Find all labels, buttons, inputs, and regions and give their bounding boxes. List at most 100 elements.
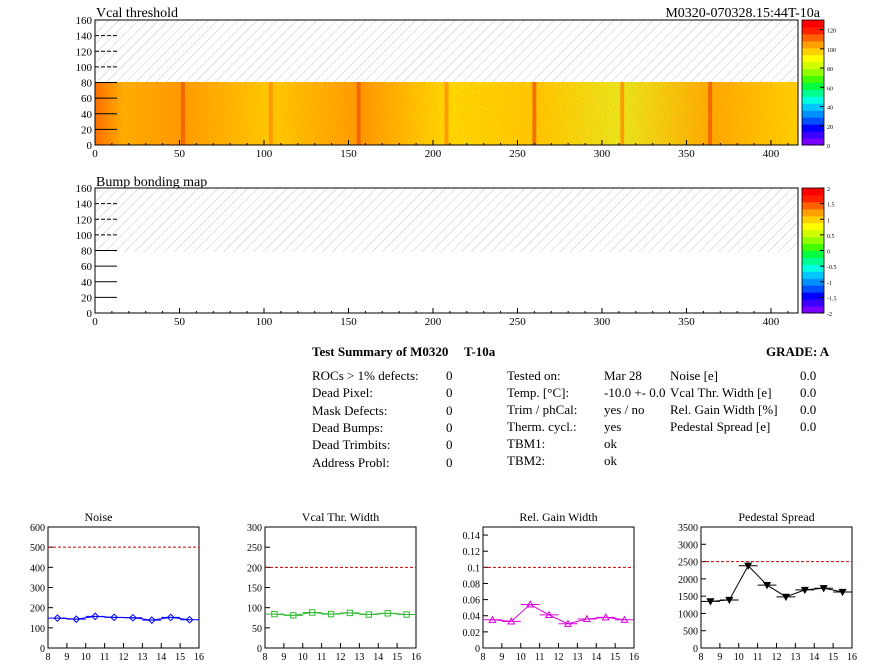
palette-tick-label: 0 [827,144,830,150]
x-tick-label: 11 [753,652,763,663]
y-tick-label: 0 [87,140,93,152]
data-point [763,582,772,590]
x-tick-label: 0 [92,316,98,328]
plot-frame [264,526,417,649]
y-tick-label: 0.14 [463,531,481,542]
x-tick-label: 15 [175,652,185,663]
module-id-label: M0320-070328.15:44T-10a [665,6,820,21]
x-tick-label: 350 [678,148,695,160]
y-tick-label: 0.06 [463,596,481,607]
x-tick-label: 16 [411,652,421,663]
plot-title: Pedestal Spread [738,510,814,524]
palette-tick-label: -2 [827,312,832,318]
x-tick-label: 15 [610,652,620,663]
data-point [838,588,847,597]
palette-swatch [802,33,824,42]
x-tick-label: 15 [392,652,402,663]
x-tick-label: 14 [156,652,166,663]
x-tick-label: 13 [790,652,800,663]
width-label: Noise [e] [670,368,719,383]
x-tick-label: 13 [137,652,147,663]
data-point [271,610,278,618]
palette-swatch [802,124,824,132]
data-point [91,612,100,621]
palette-swatch [802,257,824,265]
y-tick-label: 0.02 [463,628,481,639]
x-tick-label: 12 [119,652,129,663]
condition-label: TBM1: [507,436,546,451]
x-tick-label: 12 [554,652,564,663]
palette-tick-label: 0.5 [827,234,835,240]
palette-swatch [802,299,824,307]
data-point [488,615,497,623]
width-value: 0.0 [800,385,817,400]
roc-boundary-line [620,82,625,145]
palette-swatch [802,54,824,63]
y-tick-label: 3000 [678,540,698,551]
palette-swatch [802,75,824,83]
y-tick-label: 40 [81,277,93,289]
y-tick-label: 20 [81,292,93,304]
x-tick-label: 200 [425,316,442,328]
palette-swatch [802,110,824,118]
defect-label: Dead Trimbits: [312,437,391,453]
y-tick-label: 0.08 [463,579,481,590]
y-tick-label: 100 [76,62,93,74]
roc-boundary-line [356,82,361,145]
palette-swatch [802,306,824,314]
data-point [384,610,391,617]
x-tick-label: 13 [572,652,582,663]
y-tick-label: 120 [76,214,93,226]
x-tick-label: 10 [298,652,308,663]
grade-label: GRADE: A [766,344,830,359]
x-tick-label: 250 [509,316,526,328]
data-point [346,609,354,617]
y-tick-label: 40 [81,109,93,121]
roc-boundary-line [708,82,713,145]
y-tick-label: 1500 [678,592,698,603]
condition-label: TBM2: [507,453,546,468]
palette-swatch [802,40,824,49]
x-tick-label: 16 [194,652,204,663]
x-tick-label: 11 [317,652,327,663]
y-tick-label: 100 [76,230,93,242]
bump-axes: 0 50 100 150 200 250 300 350 400 0 20 40 60 80 100 120 1… [76,183,789,328]
roc-boundary-line [532,82,537,145]
width-label: Rel. Gain Width [%] [670,402,778,417]
palette-swatch [802,243,824,251]
bump-unused-area [95,188,798,252]
y-tick-label: 600 [30,523,45,534]
defect-label: Dead Bumps: [312,419,384,435]
data-point [563,619,572,627]
palette-tick-label: 100 [827,48,836,54]
palette-swatch [802,194,824,203]
y-tick-label: 120 [76,46,93,58]
x-tick-label: 8 [46,652,51,663]
vcal-threshold-map: Vcal threshold M0320-070328.15:44T-10a 0… [76,6,837,160]
y-tick-label: 1000 [678,609,698,620]
bump-palette: -2 -1.5 -1 -0.5 0 0.5 1 1.5 2 [801,187,837,318]
vcal-axes: 0 50 100 150 200 250 300 350 400 0 20 40 60 80 100 120 1… [76,15,789,160]
x-tick-label: 10 [734,652,744,663]
data-point [706,598,715,606]
palette-tick-label: 2 [827,187,830,193]
x-tick-label: 300 [594,148,611,160]
plot-title: Rel. Gain Width [519,510,597,524]
y-tick-label: 200 [30,604,45,615]
data-point [545,610,554,618]
palette-swatch [802,222,824,231]
y-tick-label: 80 [81,78,93,90]
y-tick-label: 2500 [678,558,698,569]
y-tick-label: 140 [76,199,93,211]
x-tick-label: 350 [678,316,695,328]
pedestal-spread-plot: Pedestal Spread 8 9 10 11 12 13 14 15 16 0 500 1000 1… [678,510,857,663]
x-tick-label: 8 [263,652,268,663]
palette-swatch [802,26,824,35]
data-point [166,613,175,622]
x-tick-label: 250 [509,148,526,160]
condition-value: Mar 28 [604,368,642,383]
palette-tick-label: -1 [827,281,832,287]
y-tick-label: 80 [81,246,93,258]
y-tick-label: 60 [81,261,93,273]
palette-swatch [802,264,824,272]
